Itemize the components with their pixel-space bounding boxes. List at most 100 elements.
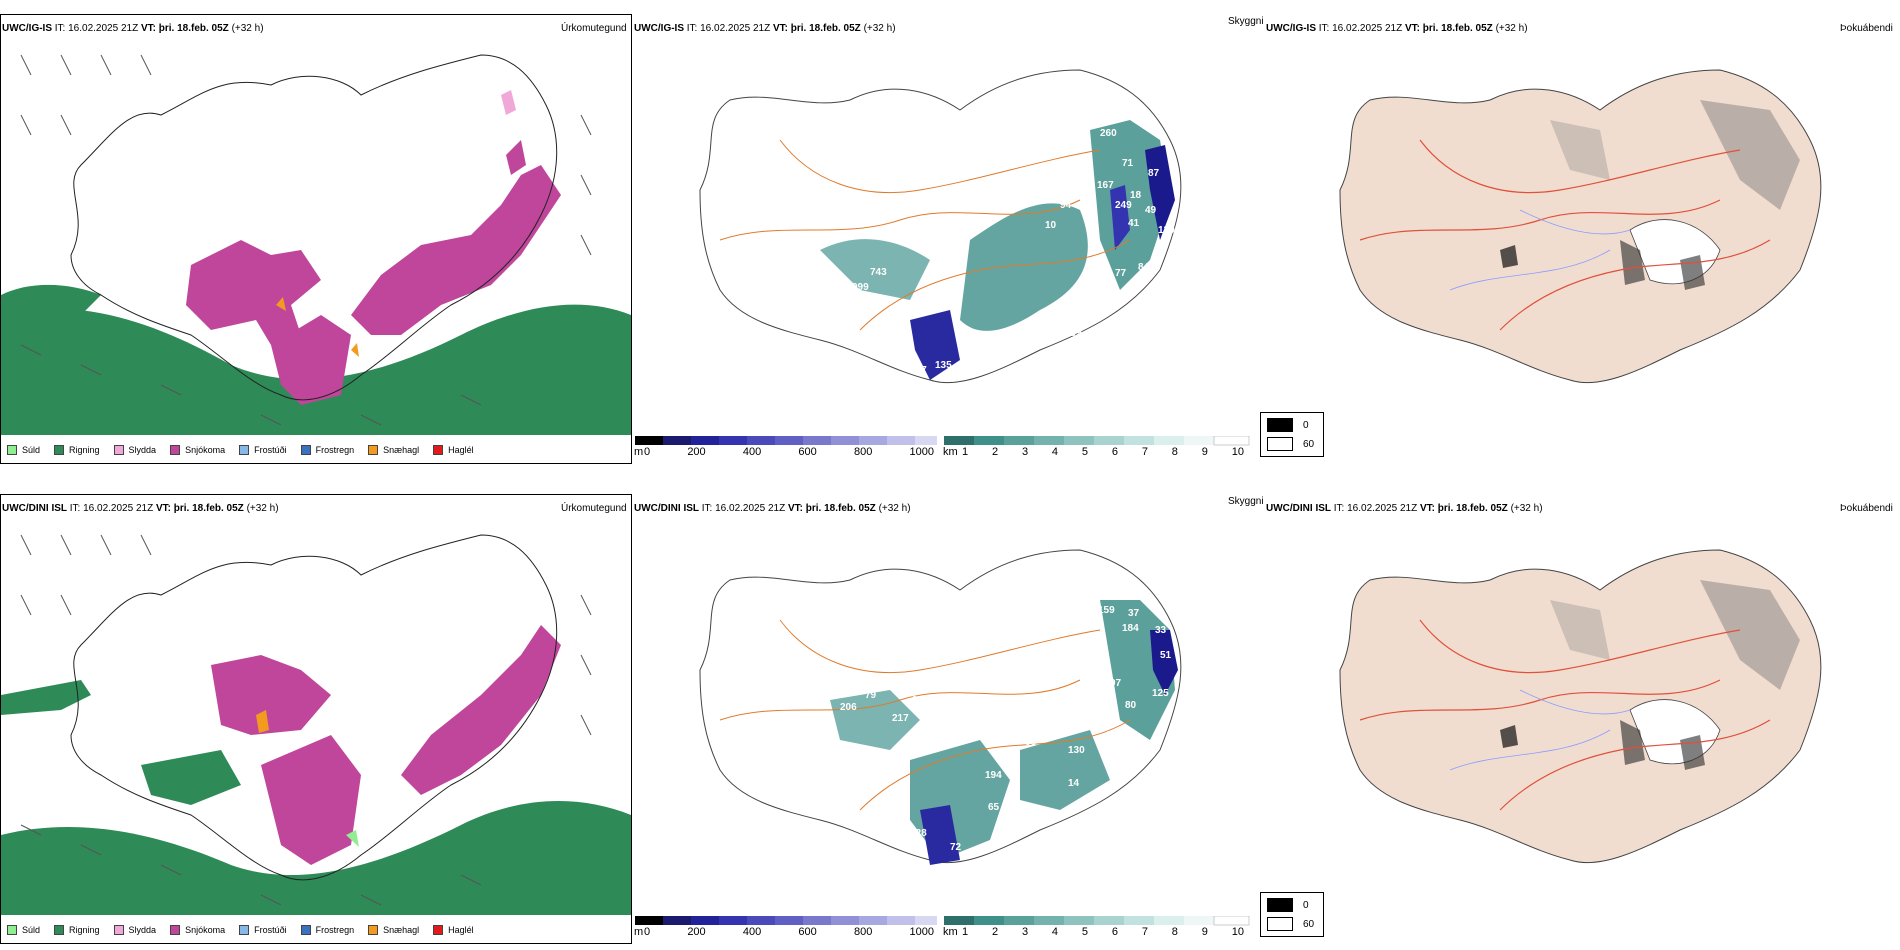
fog-key-swatch	[1267, 898, 1293, 912]
legend-swatch	[113, 925, 124, 935]
fog-key-row: 60	[1267, 437, 1317, 451]
legend-label: Frostregn	[315, 925, 355, 935]
precip-header: UWC/DINI ISL IT: 16.02.2025 21Z VT: þri.…	[2, 503, 279, 514]
legend-swatch	[113, 445, 124, 455]
tick-label: 200	[687, 446, 706, 458]
tick-label: 0	[644, 926, 651, 938]
precip-title: Úrkomutegund	[561, 23, 627, 34]
lead-time: (+32 h)	[231, 23, 264, 34]
ceiling-colorbar	[635, 436, 937, 445]
visibility-label: 260	[1100, 128, 1117, 139]
visibility-label: 69	[948, 862, 960, 873]
visibility-ticks: 1 2 3 4 5 6 7 8 9 10	[962, 926, 1244, 938]
visibility-label: 116	[820, 720, 837, 731]
legend-item: Snjókoma	[170, 445, 225, 455]
tick-label: 800	[853, 926, 873, 938]
visibility-label: 87	[1148, 168, 1160, 179]
visibility-label: 14	[1068, 778, 1080, 789]
lead-time: (+32 h)	[1510, 503, 1543, 514]
visibility-map-svg	[699, 549, 1182, 865]
it-label: IT:	[1333, 503, 1345, 514]
visibility-label: 37	[1128, 608, 1140, 619]
it-label: IT:	[54, 23, 66, 34]
model-name: UWC/DINI ISL	[634, 503, 699, 514]
tick-label: 9	[1201, 926, 1208, 938]
vis-labels: 79 216 206 116 217 78 101 135 88 65 170 …	[660, 520, 1250, 910]
visibility-header: UWC/IG-IS IT: 16.02.2025 21Z VT: þri. 18…	[634, 23, 896, 34]
fog-key-swatch	[1267, 437, 1293, 451]
visibility-colorbar	[944, 436, 1250, 446]
visibility-label: 170	[1098, 590, 1115, 601]
precip-type-map: Súld Rigning Slydda Snjókoma Frostúði Fr…	[0, 494, 632, 944]
legend-swatch	[433, 925, 444, 935]
tick-label: 9	[1201, 446, 1208, 458]
vt-value: þri. 18.feb. 05Z	[790, 23, 861, 34]
precip-map-svg	[1, 54, 631, 435]
visibility-label: 72	[950, 842, 962, 853]
vt-label: VT:	[1419, 503, 1435, 514]
legend-item: Rigning	[54, 925, 100, 935]
lead-time: (+32 h)	[246, 503, 279, 514]
tick-label: 600	[798, 926, 817, 938]
visibility-label: 130	[1068, 745, 1085, 756]
vt-label: VT:	[140, 23, 156, 34]
tick-label: 1	[962, 446, 969, 458]
tick-label: 1000	[909, 446, 934, 458]
legend-item: Rigning	[54, 445, 100, 455]
tick-label: 200	[687, 926, 706, 938]
legend-swatch	[239, 445, 250, 455]
fog-key-label: 60	[1303, 918, 1315, 930]
row-2: UWC/DINI ISL IT: 16.02.2025 21Z VT: þri.…	[0, 480, 1900, 950]
precip-legend: Súld Rigning Slydda Snjókoma Frostúði Fr…	[7, 445, 488, 455]
visibility-label: 206	[840, 702, 857, 713]
precip-type-map: Súld Rigning Slydda Snjókoma Frostúði Fr…	[0, 14, 632, 464]
tick-label: 10	[1231, 926, 1244, 938]
legend-item: Frostúði	[239, 925, 287, 935]
visibility-title: Skyggni	[1228, 496, 1264, 507]
visibility-label: 94	[1060, 200, 1072, 211]
tick-label: 1	[962, 926, 969, 938]
fog-header: UWC/IG-IS IT: 16.02.2025 21Z VT: þri. 18…	[1266, 23, 1528, 34]
visibility-label: 33	[1155, 625, 1167, 636]
visibility-label: 79	[865, 690, 877, 701]
visibility-label: 406	[805, 340, 822, 351]
visibility-label: 212	[1090, 297, 1107, 308]
visibility-label: 51	[1160, 650, 1172, 661]
legend-item: Haglél	[433, 925, 474, 935]
visibility-label: 73	[940, 383, 952, 394]
tick-label: 6	[1111, 446, 1118, 458]
visibility-label: 216	[912, 695, 929, 706]
visibility-label: 41	[1128, 218, 1140, 229]
ceiling-unit: m	[634, 926, 644, 938]
tick-label: 2	[991, 446, 999, 458]
legend-label: Snæhagl	[383, 925, 420, 935]
legend-item: Súld	[7, 445, 40, 455]
tick-label: 8	[1171, 446, 1178, 458]
legend-label: Súld	[22, 445, 41, 455]
legend-label: Rigning	[69, 445, 100, 455]
visibility-label: 88	[1063, 623, 1075, 634]
visibility-label: 10	[1045, 220, 1057, 231]
fog-key-row: 0	[1267, 418, 1317, 432]
fog-map	[1300, 520, 1890, 910]
legend-swatch	[368, 445, 379, 455]
visibility-title: Skyggni	[1228, 16, 1264, 27]
legend-label: Frostregn	[315, 445, 355, 455]
legend-swatch	[54, 445, 65, 455]
legend-label: Snjókoma	[185, 925, 226, 935]
legend-label: Haglél	[448, 445, 474, 455]
tick-label: 4	[1051, 926, 1059, 938]
fog-key: 0 60	[1260, 412, 1324, 457]
visibility-label: 79	[1182, 668, 1194, 679]
ceiling-colorbar	[635, 916, 937, 925]
it-value: 16.02.2025 21Z	[1347, 503, 1418, 514]
legend-swatch	[300, 445, 311, 455]
visibility-ticks: 1 2 3 4 5 6 7 8 9 10	[962, 446, 1244, 458]
vt-label: VT:	[155, 503, 171, 514]
fog-title: Þokuábendi	[1840, 23, 1893, 34]
fog-key: 0 60	[1260, 892, 1324, 937]
it-label: IT:	[701, 503, 713, 514]
legend-swatch	[368, 925, 379, 935]
fog-key-label: 0	[1303, 419, 1309, 431]
model-name: UWC/IG-IS	[1266, 23, 1316, 34]
